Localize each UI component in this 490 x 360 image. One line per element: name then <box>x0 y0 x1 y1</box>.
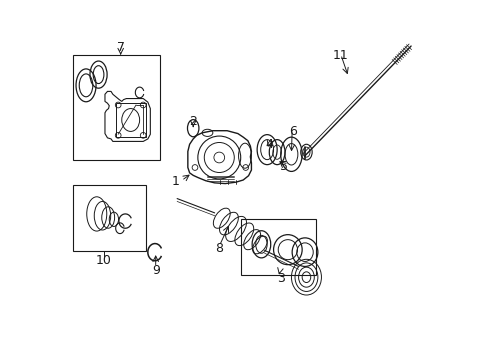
Text: 4: 4 <box>266 139 273 152</box>
Text: 10: 10 <box>96 254 112 267</box>
Text: 3: 3 <box>277 272 285 285</box>
Text: 7: 7 <box>117 41 124 54</box>
Bar <box>73 185 146 251</box>
Text: 8: 8 <box>215 242 223 255</box>
Text: 11: 11 <box>333 49 348 62</box>
Text: 6: 6 <box>289 125 297 138</box>
Text: 5: 5 <box>280 160 288 173</box>
Text: 1: 1 <box>172 175 180 188</box>
Text: 2: 2 <box>189 114 197 127</box>
Bar <box>242 219 317 275</box>
Text: 9: 9 <box>152 264 160 276</box>
Bar <box>73 55 160 160</box>
